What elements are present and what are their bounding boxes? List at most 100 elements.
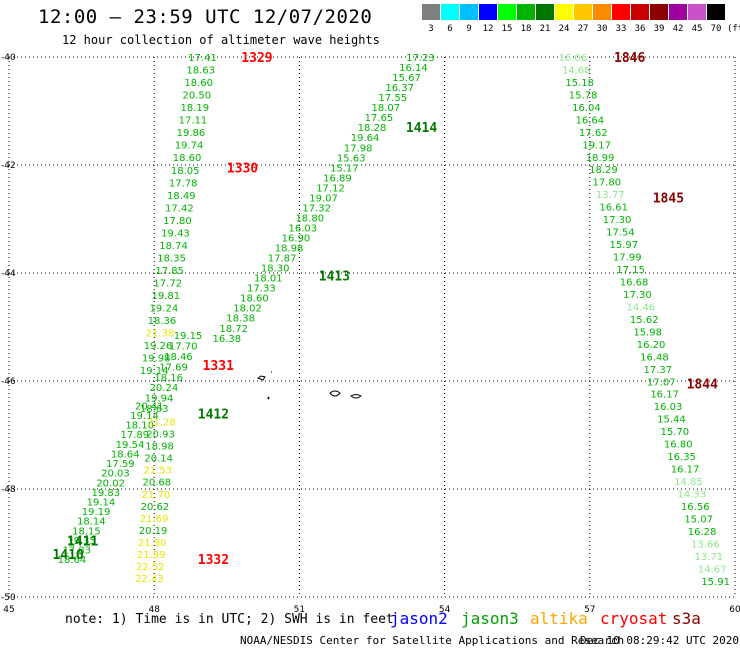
legend-swatch <box>536 4 554 20</box>
swh-value: 17.33 <box>247 284 276 295</box>
swh-value: 19.83 <box>91 488 120 499</box>
swh-value: 19.24 <box>150 304 179 315</box>
swh-value: 17.55 <box>378 93 407 104</box>
x-tick-label: 54 <box>439 605 451 615</box>
swh-value: 18.14 <box>77 517 106 528</box>
sat-altika: altika <box>530 609 588 628</box>
swh-value: 18.15 <box>72 526 101 537</box>
swh-value: 21.53 <box>143 466 172 477</box>
legend-label: 18 <box>520 24 532 34</box>
swh-value: 19.14 <box>87 497 116 508</box>
swh-value: 18.16 <box>154 373 183 384</box>
swh-value: 16.35 <box>667 452 696 463</box>
swh-value: 16.38 <box>212 334 241 345</box>
swh-value: 15.97 <box>610 240 639 251</box>
pass-number: 1330 <box>227 162 258 177</box>
swh-value: 18.60 <box>240 294 269 305</box>
swh-value: 18.01 <box>254 274 283 285</box>
swh-value: 18.30 <box>261 264 290 275</box>
swh-value: 19.64 <box>351 133 380 144</box>
swh-value: 18.35 <box>157 253 186 264</box>
swh-value: 16.03 <box>654 402 683 413</box>
swh-value: 21.70 <box>142 490 171 501</box>
generated-timestamp: Dec 10 08:29:42 UTC 2020 <box>580 634 739 647</box>
swh-value: 15.91 <box>701 577 730 588</box>
swh-value: 18.98 <box>145 442 174 453</box>
y-tick-label: -50 <box>1 593 16 603</box>
swh-value: 13.77 <box>596 190 625 201</box>
swh-value: 17.80 <box>593 178 622 189</box>
swh-value: 20.62 <box>141 502 170 513</box>
x-tick-label: 48 <box>148 605 160 615</box>
swh-value: 21.28 <box>147 418 176 429</box>
swh-value: 16.56 <box>681 502 710 513</box>
legend-swatch <box>441 4 459 20</box>
chart-subtitle: 12 hour collection of altimeter wave hei… <box>62 33 380 47</box>
credit-line: NOAA/NESDIS Center for Satellite Applica… <box>240 634 625 647</box>
legend-label: 45 <box>691 24 703 34</box>
swh-value: 19.14 <box>130 411 159 422</box>
swh-value: 18.02 <box>233 304 262 315</box>
y-tick-label: -42 <box>1 161 16 171</box>
swh-value: 17.37 <box>644 365 673 376</box>
swh-value: 19.74 <box>175 141 204 152</box>
swh-value: 16.06 <box>559 53 588 64</box>
swh-value: 15.70 <box>661 427 690 438</box>
swh-value: 17.87 <box>268 254 297 265</box>
legend-swatch <box>498 4 516 20</box>
track-A: 17.4118.6318.6020.5018.1917.1119.8619.74… <box>140 53 217 377</box>
legend-label: 3 <box>428 24 434 34</box>
swh-value: 19.94 <box>145 394 174 405</box>
swh-value: 16.20 <box>637 340 666 351</box>
sat-jason2: jason2 <box>390 609 448 628</box>
swh-value: 16.64 <box>576 115 605 126</box>
track-E: 17.2316.1415.6716.3717.5518.0717.6518.28… <box>212 53 434 345</box>
y-tick-label: -40 <box>1 53 16 63</box>
swh-value: 19.26 <box>144 341 173 352</box>
swh-value: 15.44 <box>657 415 686 426</box>
legend-swatch <box>460 4 478 20</box>
legend-label: 39 <box>653 24 665 34</box>
swh-value: 16.61 <box>599 203 628 214</box>
swh-value: 16.68 <box>620 277 649 288</box>
legend-label: 6 <box>447 24 453 34</box>
swh-value: 21.38 <box>146 329 175 340</box>
swh-value: 18.07 <box>372 103 401 114</box>
legend-swatch <box>555 4 573 20</box>
swh-value: 19.17 <box>582 140 611 151</box>
island-crozet-1 <box>256 375 266 381</box>
legend-swatch <box>422 4 440 20</box>
pass-number: 1412 <box>198 407 229 422</box>
chart-title: 12:00 — 23:59 UTC 12/07/2020 <box>38 6 373 28</box>
swh-value: 15.98 <box>633 327 662 338</box>
swh-value: 17.80 <box>163 216 192 227</box>
swh-value: 15.67 <box>392 73 421 84</box>
x-tick-label: 51 <box>294 605 305 615</box>
x-tick-label: 57 <box>584 605 595 615</box>
legend-swatch <box>688 4 706 20</box>
swh-value: 21.99 <box>137 550 166 561</box>
swh-value: 17.23 <box>406 53 435 64</box>
swh-value: 17.65 <box>365 113 394 124</box>
swh-value: 20.68 <box>142 478 171 489</box>
pass-number: 1410 <box>53 548 84 563</box>
swh-value: 19.07 <box>309 193 338 204</box>
track-D: 21.2820.9318.9820.1421.5320.6821.7020.62… <box>135 418 176 586</box>
swh-value: 19.43 <box>161 228 190 239</box>
pass-number: 1414 <box>406 121 437 136</box>
swh-value: 19.54 <box>116 440 145 451</box>
swh-value: 16.17 <box>650 390 679 401</box>
swh-value: 15.78 <box>569 90 598 101</box>
swh-value: 13.71 <box>695 552 724 563</box>
swh-value: 20.14 <box>144 454 173 465</box>
swh-value: 17.32 <box>302 203 331 214</box>
island-outlines <box>256 371 362 400</box>
legend-label: 42 <box>672 24 684 34</box>
sat-jason3: jason3 <box>461 609 519 628</box>
swh-value: 17.42 <box>165 203 194 214</box>
swh-value: 20.02 <box>96 478 125 489</box>
swh-value: 18.64 <box>58 555 87 566</box>
swh-value: 16.89 <box>323 173 352 184</box>
swh-value: 14.46 <box>627 302 656 313</box>
